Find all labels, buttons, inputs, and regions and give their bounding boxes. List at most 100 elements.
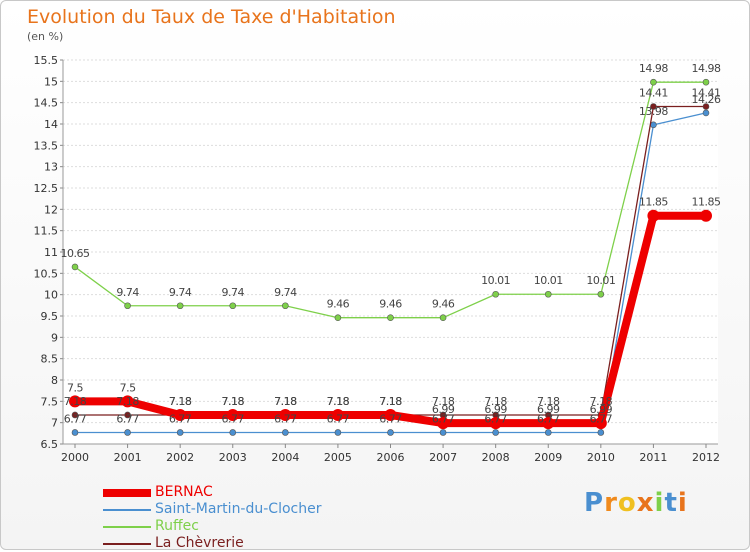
data-point xyxy=(702,109,710,117)
data-point xyxy=(124,429,131,436)
data-point xyxy=(492,290,499,298)
data-point xyxy=(69,395,81,408)
x-tick-label: 2005 xyxy=(324,451,352,464)
data-point xyxy=(650,78,657,86)
y-tick-label: 10 xyxy=(44,289,58,302)
data-point xyxy=(176,302,184,310)
y-tick-label: 10.5 xyxy=(34,267,59,280)
data-label: 10.65 xyxy=(61,247,90,260)
x-tick-label: 2009 xyxy=(534,451,562,464)
data-label: 6.77 xyxy=(116,412,139,425)
data-point xyxy=(174,408,187,421)
data-label: 10.01 xyxy=(586,274,615,287)
data-label: 6.77 xyxy=(537,412,560,425)
data-point xyxy=(71,411,79,419)
data-point xyxy=(439,314,447,322)
data-label: 7.18 xyxy=(327,395,350,408)
data-label: 9.74 xyxy=(222,286,245,299)
y-tick-label: 11 xyxy=(44,246,58,259)
legend-swatch xyxy=(103,543,151,545)
data-label: 10.01 xyxy=(534,274,563,287)
data-label: 6.99 xyxy=(484,403,507,416)
y-tick-label: 15 xyxy=(44,75,58,88)
data-label: 6.77 xyxy=(484,412,507,425)
y-tick-label: 14.5 xyxy=(34,97,59,110)
data-label: 7.18 xyxy=(484,395,507,408)
legend-swatch xyxy=(103,526,151,528)
data-label: 7.18 xyxy=(222,395,245,408)
data-label: 6.77 xyxy=(274,412,297,425)
logo-letter: x xyxy=(636,488,655,518)
x-tick-label: 2008 xyxy=(482,451,510,464)
data-label: 7.18 xyxy=(64,395,87,408)
legend-swatch xyxy=(103,509,151,511)
data-label: 14.41 xyxy=(692,87,721,100)
data-point xyxy=(700,209,712,222)
x-tick-label: 2002 xyxy=(166,451,194,464)
logo-letter: i xyxy=(654,488,665,518)
data-label: 6.99 xyxy=(590,403,613,416)
data-point xyxy=(71,263,79,271)
y-tick-label: 8.5 xyxy=(41,353,59,366)
data-point xyxy=(594,417,607,430)
data-point xyxy=(650,121,657,129)
data-label: 7.18 xyxy=(274,395,297,408)
chart-title: Evolution du Taux de Taxe d'Habitation xyxy=(27,6,396,28)
data-point xyxy=(282,302,289,310)
data-point xyxy=(334,429,342,436)
data-label: 13.98 xyxy=(639,105,668,118)
y-tick-label: 13 xyxy=(44,161,58,174)
data-label: 14.98 xyxy=(639,62,668,75)
data-label: 9.74 xyxy=(116,286,139,299)
x-tick-label: 2006 xyxy=(377,451,405,464)
data-label: 7.18 xyxy=(379,395,402,408)
y-tick-label: 11.5 xyxy=(34,225,59,238)
x-tick-label: 2000 xyxy=(61,451,89,464)
data-point xyxy=(226,408,239,421)
data-point xyxy=(702,103,710,110)
x-tick-label: 2011 xyxy=(639,451,667,464)
y-tick-label: 12 xyxy=(44,203,58,216)
data-label: 7.18 xyxy=(432,395,455,408)
y-tick-label: 15.5 xyxy=(34,54,59,67)
data-point xyxy=(331,408,344,421)
data-label: 7.5 xyxy=(120,381,136,394)
logo-letter: i xyxy=(677,488,688,518)
data-point xyxy=(229,302,237,310)
data-label: 6.77 xyxy=(64,412,87,425)
data-point xyxy=(387,314,394,322)
data-point xyxy=(176,429,184,436)
data-label: 6.77 xyxy=(169,412,192,425)
data-label: 11.85 xyxy=(639,196,668,209)
data-label: 6.99 xyxy=(432,403,455,416)
data-label: 7.18 xyxy=(379,395,402,408)
data-label: 7.18 xyxy=(590,395,613,408)
x-tick-label: 2012 xyxy=(692,451,720,464)
data-label: 9.46 xyxy=(379,298,402,311)
data-label: 7.18 xyxy=(222,395,245,408)
data-label: 7.18 xyxy=(169,395,192,408)
y-tick-label: 9.5 xyxy=(41,310,59,323)
y-tick-label: 13.5 xyxy=(34,139,59,152)
data-label: 14.41 xyxy=(639,87,668,100)
data-point xyxy=(124,411,131,419)
legend-label: Saint-Martin-du-Clocher xyxy=(155,501,322,517)
data-point xyxy=(439,429,447,436)
data-point xyxy=(489,417,502,430)
data-point xyxy=(544,429,552,436)
data-point xyxy=(71,429,79,436)
data-point xyxy=(387,429,394,436)
data-label: 7.5 xyxy=(67,381,83,394)
data-point xyxy=(437,417,450,430)
data-point xyxy=(597,429,605,436)
data-label: 10.01 xyxy=(481,274,510,287)
data-label: 9.74 xyxy=(169,286,192,299)
logo-letter: t xyxy=(664,488,678,518)
data-label: 6.77 xyxy=(222,412,245,425)
data-label: 14.26 xyxy=(692,93,721,106)
data-label: 7.18 xyxy=(274,395,297,408)
x-tick-label: 2010 xyxy=(587,451,615,464)
data-label: 11.85 xyxy=(692,196,721,209)
legend-label: La Chèvrerie xyxy=(155,535,244,551)
